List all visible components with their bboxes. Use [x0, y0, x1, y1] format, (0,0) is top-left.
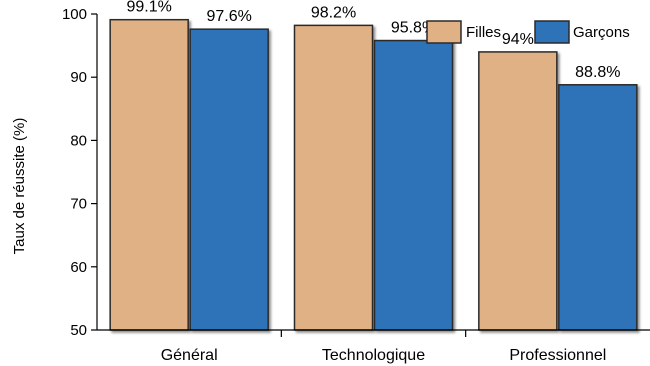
y-tick-label: 60	[70, 259, 87, 276]
legend-label: Garçons	[573, 24, 630, 41]
legend-swatch-garçons	[534, 20, 570, 44]
y-tick-label: 100	[62, 6, 87, 23]
data-label: 99.1%	[126, 0, 171, 16]
x-tick-label: Technologique	[322, 347, 425, 364]
y-axis-title: Taux de réussite (%)	[11, 118, 28, 255]
data-label: 95.8%	[391, 20, 436, 37]
y-tick-label: 90	[70, 69, 87, 86]
bar-garçons-0	[189, 28, 269, 331]
data-label: 97.6%	[206, 8, 251, 25]
x-tick-label: Général	[161, 347, 218, 364]
bar-garçons-1	[373, 39, 454, 331]
x-tick-label: Professionnel	[509, 347, 606, 364]
legend: Filles Garçons	[426, 20, 630, 44]
y-tick-label: 50	[70, 322, 87, 339]
plot-area: 99.1% 97.6% Général 98.2% 95.8% Technologique…	[62, 0, 650, 364]
bar-filles-1	[293, 24, 374, 331]
legend-label: Filles	[466, 24, 501, 41]
bar-garçons-2	[558, 84, 638, 331]
y-tick-label: 70	[70, 196, 87, 213]
bar-filles-2	[478, 51, 558, 331]
data-label: 94%	[502, 31, 534, 48]
legend-swatch-filles	[426, 20, 462, 44]
data-label: 88.8%	[575, 64, 620, 81]
bar-filles-0	[109, 18, 189, 331]
y-tick-label: 80	[70, 132, 87, 149]
data-label: 98.2%	[311, 4, 356, 21]
